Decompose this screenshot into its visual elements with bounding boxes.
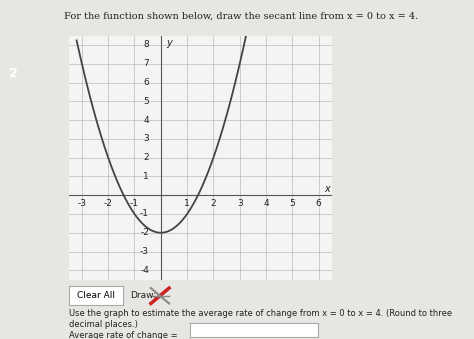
Text: 8: 8 xyxy=(143,40,149,49)
Text: 7: 7 xyxy=(143,59,149,68)
Text: -3: -3 xyxy=(77,199,86,208)
Text: 1: 1 xyxy=(184,199,190,208)
Text: -2: -2 xyxy=(104,199,113,208)
Text: -4: -4 xyxy=(140,266,149,275)
Text: 6: 6 xyxy=(143,78,149,87)
Text: 4: 4 xyxy=(263,199,269,208)
Text: 2: 2 xyxy=(143,153,149,162)
Text: Average rate of change =: Average rate of change = xyxy=(69,331,177,339)
Text: 5: 5 xyxy=(290,199,295,208)
Text: Use the graph to estimate the average rate of change from x = 0 to x = 4. (Round: Use the graph to estimate the average ra… xyxy=(69,309,452,328)
Text: 3: 3 xyxy=(143,134,149,143)
Text: 4: 4 xyxy=(143,116,149,125)
Text: -1: -1 xyxy=(140,210,149,218)
Text: y: y xyxy=(166,38,172,48)
Text: Draw:: Draw: xyxy=(130,291,156,300)
Text: -3: -3 xyxy=(140,247,149,256)
Text: -1: -1 xyxy=(130,199,139,208)
Text: For the function shown below, draw the secant line from x = 0 to x = 4.: For the function shown below, draw the s… xyxy=(64,12,418,21)
Text: 6: 6 xyxy=(316,199,321,208)
Text: 5: 5 xyxy=(143,97,149,106)
Text: 1: 1 xyxy=(143,172,149,181)
Text: 3: 3 xyxy=(237,199,243,208)
Text: -2: -2 xyxy=(140,228,149,237)
Text: 2: 2 xyxy=(9,67,18,80)
Text: 2: 2 xyxy=(210,199,216,208)
Text: Clear All: Clear All xyxy=(77,291,115,300)
Text: x: x xyxy=(324,184,329,194)
